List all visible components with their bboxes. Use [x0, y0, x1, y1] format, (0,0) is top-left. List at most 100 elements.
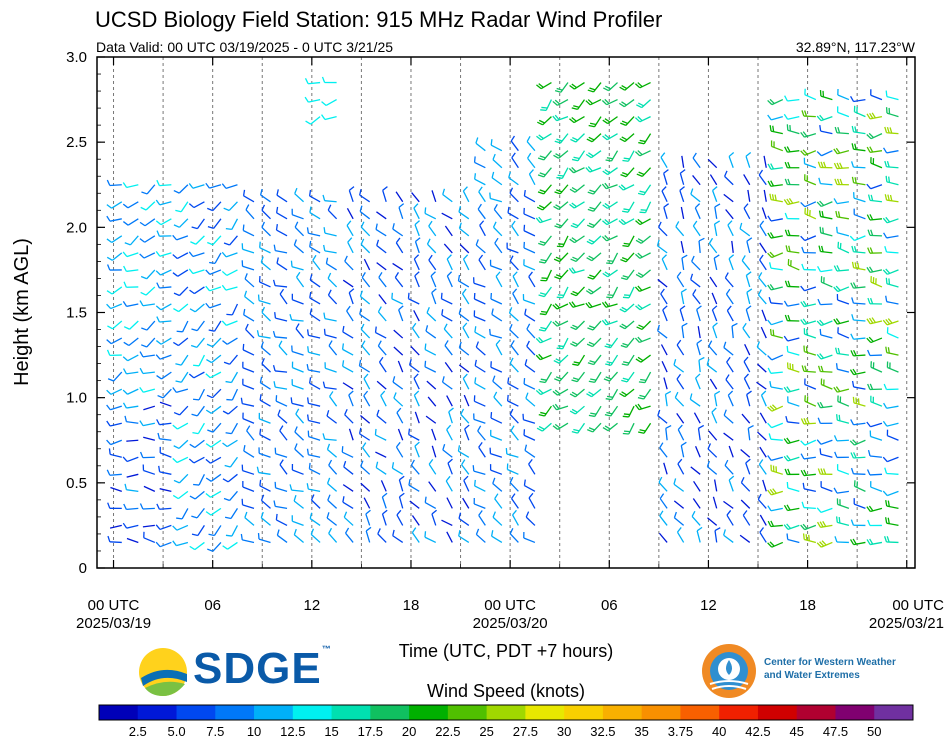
colorbar-label: 5.0: [167, 724, 185, 739]
wind-barb: [173, 337, 189, 347]
wind-barb: [759, 514, 767, 526]
wind-barb: [585, 301, 602, 309]
wind-barb: [690, 466, 701, 475]
wind-barb: [374, 428, 387, 441]
wind-barb: [222, 473, 238, 483]
wind-barb: [681, 155, 685, 168]
wind-barb: [139, 235, 156, 243]
wind-barb: [833, 162, 849, 170]
wind-barb: [393, 392, 404, 407]
wind-barb: [273, 381, 288, 390]
wind-barb: [802, 533, 817, 544]
wind-barb: [800, 469, 816, 477]
wind-barb: [472, 465, 486, 475]
wind-barb: [537, 116, 552, 126]
wind-barb: [800, 417, 816, 425]
wind-barb: [139, 387, 156, 393]
wind-barb: [585, 286, 602, 295]
x-tick-label: 18: [403, 597, 420, 614]
wind-barb: [659, 510, 668, 526]
wind-barb: [279, 425, 288, 441]
wind-barb: [106, 179, 122, 187]
wind-barb: [866, 214, 883, 221]
wind-barb: [834, 347, 849, 356]
wind-barb: [175, 354, 189, 366]
wind-barb: [360, 460, 371, 475]
wind-barb: [866, 266, 883, 274]
colorbar-swatch: [719, 705, 759, 720]
wind-barb: [328, 459, 338, 475]
wind-barb: [444, 362, 453, 373]
wind-barb: [156, 419, 172, 426]
wind-barb: [866, 146, 883, 153]
wind-barb: [444, 340, 453, 356]
wind-barb: [122, 402, 139, 409]
wind-barb: [473, 292, 486, 305]
wind-barb: [122, 251, 139, 258]
wind-barb: [291, 515, 304, 527]
colorbar-swatch: [874, 705, 914, 720]
wind-barb: [618, 99, 635, 108]
wind-barb: [681, 322, 688, 339]
wind-barb: [274, 447, 288, 458]
wind-barb: [849, 235, 866, 242]
wind-barb: [657, 278, 668, 288]
wind-barb: [410, 459, 420, 475]
wind-barb: [587, 201, 602, 212]
wind-barb: [587, 269, 602, 280]
wind-barb: [375, 451, 387, 458]
wind-barb: [527, 152, 536, 169]
wind-barb: [327, 289, 338, 305]
wind-barb: [223, 201, 238, 212]
wind-barb: [306, 397, 321, 407]
wind-barb: [240, 533, 255, 544]
wind-barb: [586, 252, 602, 262]
wind-barb: [123, 281, 139, 288]
wind-barb: [698, 356, 705, 373]
wind-barb: [804, 88, 817, 101]
wind-barb: [523, 189, 536, 203]
colorbar-swatch: [215, 705, 255, 720]
wind-barb: [693, 480, 701, 492]
wind-barb: [342, 360, 354, 373]
wind-barb: [431, 428, 437, 441]
wind-barb: [657, 409, 668, 424]
wind-barb: [850, 333, 866, 340]
wind-barb: [241, 464, 255, 475]
wind-barb: [259, 376, 271, 390]
wind-barb: [760, 390, 767, 407]
wind-barb: [866, 538, 883, 546]
wind-barb: [475, 239, 486, 254]
wind-barb: [431, 509, 437, 526]
wind-barb: [308, 189, 321, 203]
wind-barb: [442, 443, 453, 458]
wind-barb: [761, 309, 767, 322]
wind-barb: [851, 176, 866, 186]
wind-barb: [489, 259, 503, 271]
wind-barb: [884, 126, 899, 135]
wind-barb: [676, 271, 685, 288]
wind-barb: [724, 170, 734, 186]
wind-barb: [293, 239, 304, 254]
wind-barb: [787, 396, 800, 407]
wind-barb: [676, 527, 685, 543]
wind-barb: [188, 371, 205, 379]
wind-barb: [602, 269, 618, 278]
wind-barb: [536, 81, 552, 90]
wind-barb: [851, 245, 866, 254]
wind-barb: [535, 388, 552, 396]
wind-barb: [884, 246, 899, 254]
wind-barb: [172, 252, 189, 260]
wind-barb: [359, 205, 371, 220]
wind-barb: [535, 353, 552, 361]
wind-barb: [601, 319, 618, 326]
wind-barb: [694, 445, 701, 458]
wind-barb: [157, 432, 172, 441]
wind-barb: [509, 528, 519, 543]
wind-barb: [259, 479, 271, 492]
wind-barb: [680, 441, 687, 458]
wind-barb: [106, 337, 123, 345]
wind-barb: [882, 318, 899, 326]
x-tick-label: 18: [799, 597, 816, 614]
colorbar-swatch: [486, 705, 526, 720]
